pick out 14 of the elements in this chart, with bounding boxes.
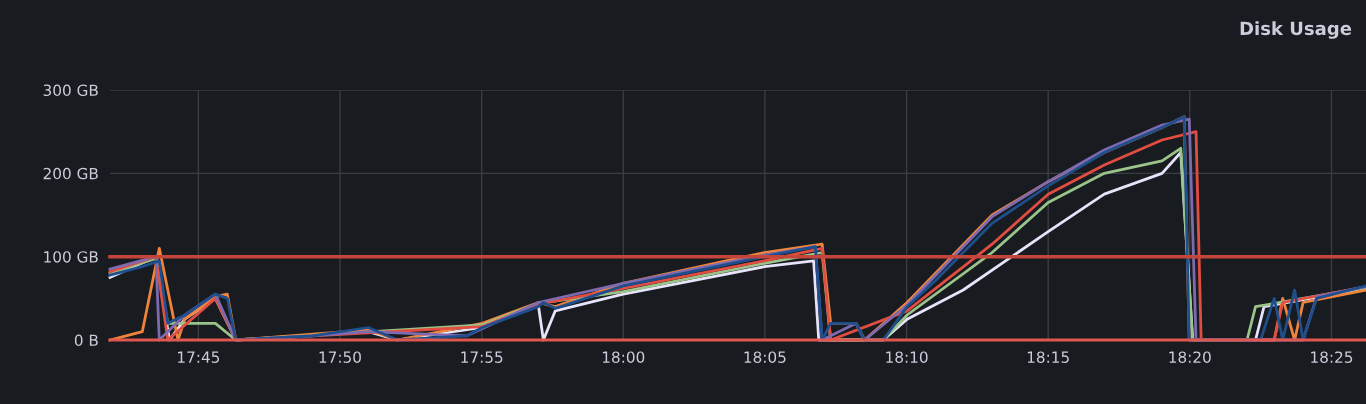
y-tick-label: 200 GB	[43, 167, 98, 180]
y-tick-label: 300 GB	[43, 84, 98, 97]
x-tick-label: 17:45	[178, 351, 220, 363]
x-tick-label: 18:10	[886, 351, 928, 363]
x-tick-label: 17:55	[461, 351, 503, 363]
y-tick-label: 100 GB	[44, 251, 98, 263]
x-tick-label: 18:00	[602, 351, 645, 363]
x-tick-label: 17:50	[319, 351, 361, 363]
x-tick-label: 18:25	[1311, 351, 1353, 363]
y-tick-label: 0 B	[74, 334, 98, 347]
x-tick-label: 18:05	[744, 351, 786, 363]
x-tick-label: 18:15	[1027, 351, 1069, 363]
chart-title: Disk Usage	[1240, 21, 1352, 39]
x-tick-label: 18:20	[1169, 351, 1211, 363]
